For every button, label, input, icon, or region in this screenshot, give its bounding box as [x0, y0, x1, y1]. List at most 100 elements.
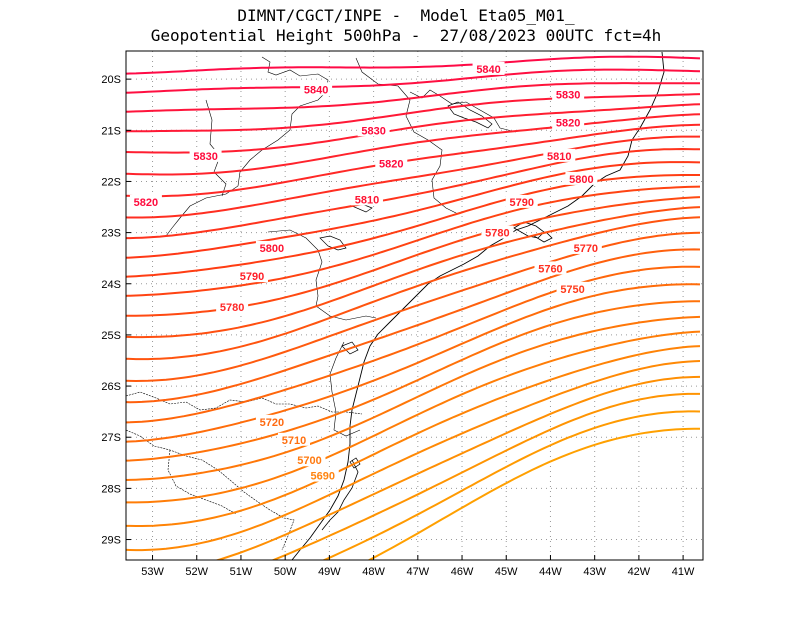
- contour-label: 5830: [193, 151, 217, 163]
- contour-label: 5780: [220, 302, 244, 314]
- isoline-5590: [270, 392, 700, 560]
- contour-label: 5750: [560, 284, 584, 296]
- isoline-5840: [126, 55, 701, 75]
- country-border: [167, 449, 237, 515]
- isoline-5670: [126, 265, 701, 424]
- isoline-5800: [126, 103, 701, 154]
- contour-label: 5830: [556, 89, 580, 101]
- title-line-2: Geopotential Height 500hPa - 27/08/2023 …: [150, 26, 662, 45]
- contour-label-bg: [375, 156, 408, 170]
- state-border: [329, 341, 361, 437]
- contour-label-bg: [534, 261, 567, 275]
- isoline-5630: [126, 330, 701, 504]
- contour-label: 5800: [260, 243, 284, 255]
- isoline-5570: [367, 427, 700, 560]
- isoline-5580: [321, 410, 701, 560]
- lon-tick-label: 45W: [495, 566, 518, 578]
- isoline-5680: [126, 248, 701, 404]
- lat-tick-label: 28S: [101, 483, 121, 495]
- contour-label: 5770: [574, 243, 598, 255]
- contour-label-bg: [556, 281, 589, 295]
- lat-tick-label: 24S: [101, 279, 121, 291]
- isoline-5640: [126, 315, 701, 481]
- lat-tick-label: 26S: [101, 381, 121, 393]
- lagoon-patos: [321, 459, 359, 531]
- contour-label-bg: [565, 171, 598, 185]
- contour-labels: 5840 5840 5830 5830 5830 5820 5820 5820 5810 5810…: [129, 61, 602, 483]
- height-contours: [126, 55, 701, 560]
- isoline-5780: [126, 123, 701, 198]
- isoline-5760: [126, 147, 701, 240]
- coastline: [291, 51, 665, 560]
- isoline-5600: [214, 375, 701, 560]
- contour-label: 5810: [355, 194, 379, 206]
- contour-label: 5820: [556, 118, 580, 130]
- contour-label-bg: [481, 225, 514, 239]
- contour-label-bg: [278, 432, 311, 446]
- contour-label-bg: [293, 453, 326, 467]
- isoline-5820: [126, 82, 700, 113]
- contour-label: 5690: [311, 471, 335, 483]
- lon-tick-label: 47W: [407, 566, 430, 578]
- lon-tick-label: 42W: [628, 566, 651, 578]
- contour-label: 5840: [476, 64, 500, 76]
- contour-label-bg: [472, 61, 505, 75]
- reservoir: [349, 457, 361, 469]
- isoline-5610: [126, 360, 701, 552]
- lon-tick-label: 51W: [230, 566, 253, 578]
- lat-tick-label: 27S: [101, 432, 121, 444]
- contour-label-bg: [350, 192, 383, 206]
- isoline-5710: [126, 206, 701, 339]
- contour-label-bg: [306, 468, 339, 482]
- contour-label-bg: [543, 148, 576, 162]
- contour-label-bg: [505, 194, 538, 208]
- contour-label: 5700: [297, 455, 321, 467]
- isoline-5620: [126, 345, 701, 527]
- lat-tick-label: 20S: [101, 74, 121, 86]
- contour-label: 5810: [547, 151, 571, 163]
- isoline-5720: [126, 196, 701, 317]
- contour-label: 5720: [260, 417, 284, 429]
- isoline-5790: [126, 113, 701, 176]
- lon-tick-label: 52W: [185, 566, 208, 578]
- plot-frame: [125, 50, 704, 561]
- contour-label: 5800: [569, 174, 593, 186]
- contour-label: 5780: [485, 228, 509, 240]
- lon-tick-label: 41W: [672, 566, 695, 578]
- lon-tick-label: 48W: [362, 566, 385, 578]
- contour-label: 5820: [379, 159, 403, 171]
- isoline-5690: [126, 231, 701, 383]
- isoline-5700: [126, 216, 701, 361]
- graticule: [126, 51, 703, 560]
- lat-tick-label: 21S: [101, 125, 121, 137]
- reservoir: [319, 235, 347, 251]
- reservoir: [341, 341, 359, 355]
- contour-label-bg: [216, 299, 249, 313]
- contour-label-bg: [552, 87, 585, 101]
- contour-label: 5830: [361, 125, 385, 137]
- contour-label-bg: [236, 269, 269, 283]
- lon-tick-label: 50W: [274, 566, 297, 578]
- contour-label-bg: [552, 115, 585, 129]
- contour-label-bg: [255, 414, 288, 428]
- isoline-5750: [126, 161, 701, 259]
- contour-label-bg: [129, 194, 162, 208]
- lon-tick-label: 46W: [451, 566, 474, 578]
- lon-tick-label: 43W: [583, 566, 606, 578]
- contour-label: 5840: [304, 84, 328, 96]
- contour-label: 5820: [134, 197, 158, 209]
- isoline-5810: [126, 93, 701, 133]
- lat-tick-label: 29S: [101, 535, 121, 547]
- country-border: [126, 391, 363, 415]
- isoline-5770: [126, 135, 700, 219]
- contour-label-bg: [300, 82, 333, 96]
- contour-label: 5790: [509, 197, 533, 209]
- contour-label-bg: [255, 240, 288, 254]
- contour-label-bg: [569, 240, 602, 254]
- axis-ticks: 20S 21S 22S 23S 24S 25S 26S 27S 28S 29S 53W 52W 51W 5…: [101, 74, 695, 578]
- lat-tick-label: 25S: [101, 330, 121, 342]
- lon-tick-label: 44W: [539, 566, 562, 578]
- lon-tick-label: 49W: [318, 566, 341, 578]
- contour-label: 5710: [282, 435, 306, 447]
